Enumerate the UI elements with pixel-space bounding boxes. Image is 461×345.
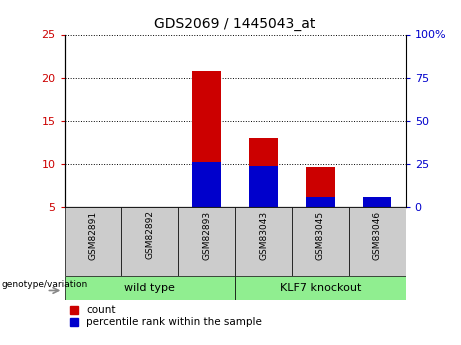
Bar [306,197,335,207]
Bar [193,162,221,207]
Text: GSM82891: GSM82891 [89,210,97,259]
Legend: count, percentile rank within the sample: count, percentile rank within the sample [70,305,262,327]
Text: KLF7 knockout: KLF7 knockout [280,283,361,293]
Text: wild type: wild type [124,283,175,293]
Bar [349,207,406,276]
Title: GDS2069 / 1445043_at: GDS2069 / 1445043_at [154,17,316,31]
Text: GSM82893: GSM82893 [202,210,211,259]
Bar [249,138,278,207]
Bar [121,207,178,276]
Bar [249,166,278,207]
Bar [178,207,235,276]
Text: GSM83046: GSM83046 [373,210,382,259]
Text: genotype/variation: genotype/variation [1,280,88,289]
Bar [363,197,391,207]
Bar [193,71,221,207]
Bar [65,207,121,276]
Bar [292,207,349,276]
Bar [363,205,391,207]
Bar [235,207,292,276]
Text: GSM83043: GSM83043 [259,210,268,259]
Bar [65,276,235,300]
Text: GSM82892: GSM82892 [145,210,154,259]
Bar [235,276,406,300]
Bar [306,167,335,207]
Text: GSM83045: GSM83045 [316,210,325,259]
